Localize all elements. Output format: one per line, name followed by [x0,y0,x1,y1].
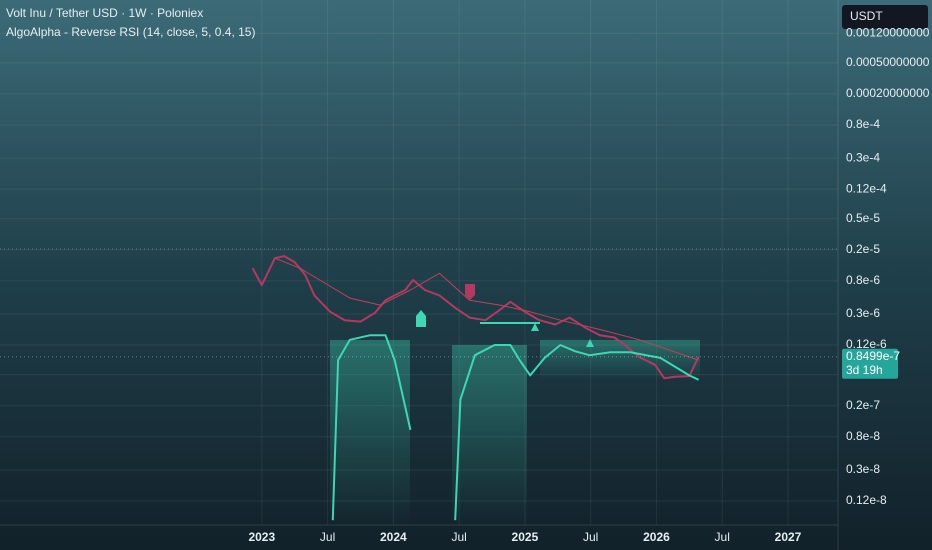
y-tick-label: 0.5e-5 [846,211,880,225]
y-tick-label: 0.12e-8 [846,493,887,507]
x-tick-label: 2024 [380,530,407,544]
y-tick-label: 0.3e-8 [846,462,880,476]
y-tick-label: 0.00120000000 [846,25,930,39]
sell-signal [465,284,475,300]
x-tick-label: Jul [583,530,598,544]
series-line [454,344,700,521]
last-price-box [842,348,898,379]
series-line [274,257,699,361]
y-tick-label: 0.12e-4 [846,181,887,195]
y-tick-label: 0.00050000000 [846,55,930,69]
last-price-label: 0.8499e-7 [846,349,900,363]
y-tick-label: 0.00020000000 [846,86,930,100]
indicator-band [452,345,527,525]
x-tick-label: 2027 [775,530,802,544]
series-line [251,255,700,380]
x-tick-label: 2026 [643,530,670,544]
series-line [331,334,412,521]
y-tick-label: 0.8e-6 [846,273,880,287]
currency-button[interactable] [842,5,928,29]
x-tick-label: Jul [715,530,730,544]
y-tick-label: 0.2e-5 [846,242,880,256]
grid [0,0,838,525]
buy-signal [531,323,539,331]
indicator-title: AlgoAlpha - Reverse RSI (14, close, 5, 0… [6,25,255,39]
y-tick-label: 0.2e-7 [846,398,880,412]
countdown-label: 3d 19h [846,363,883,377]
currency-label[interactable]: USDT [850,9,883,23]
x-tick-label: Jul [451,530,466,544]
axes: 0.00120000000 0.00050000000 0.00020000000 0… [248,25,929,544]
x-tick-label: 2025 [512,530,539,544]
plot [0,255,838,525]
y-tick-label: 0.8e-8 [846,429,880,443]
x-tick-label: Jul [320,530,335,544]
x-tick-label: 2023 [248,530,275,544]
y-tick-label: 0.12e-6 [846,337,887,351]
indicator-band [330,340,410,525]
y-tick-label: 0.3e-6 [846,306,880,320]
buy-signal [416,310,426,327]
chart-title: Volt Inu / Tether USD · 1W · Poloniex [6,6,203,20]
buy-signal [586,339,594,347]
y-tick-label: 0.8e-4 [846,117,880,131]
y-tick-label: 0.3e-4 [846,150,880,164]
